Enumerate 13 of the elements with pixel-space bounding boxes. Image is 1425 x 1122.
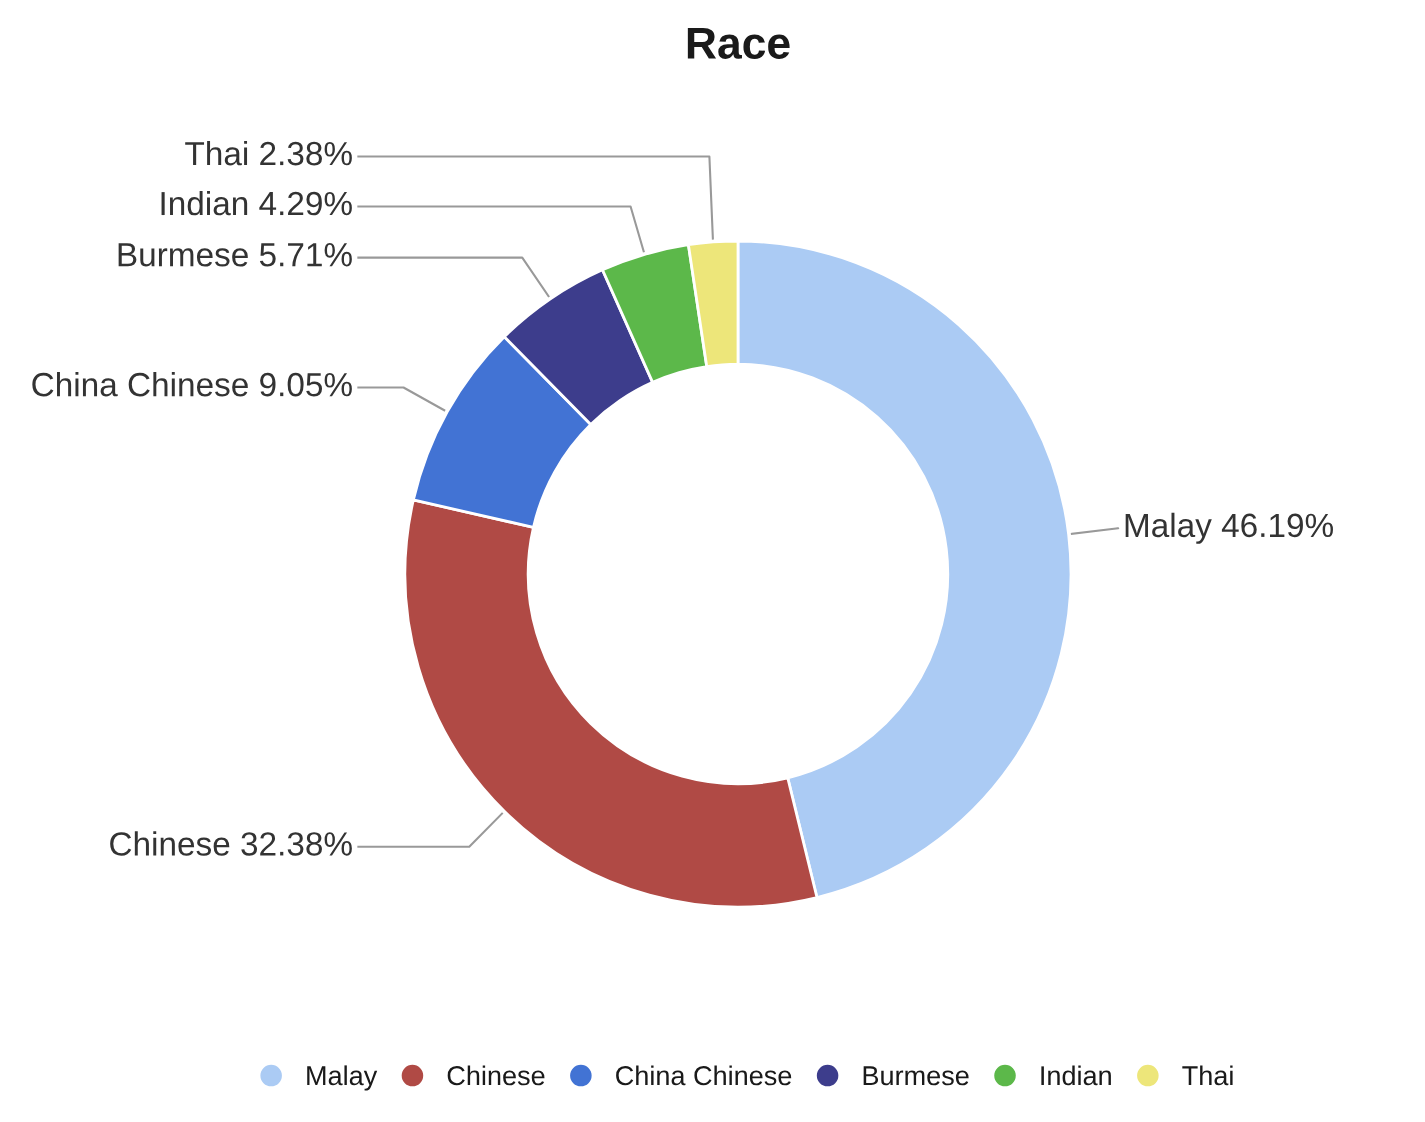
chart-title: Race (687, 27, 790, 59)
category-label: China Chinese 9.05% (32, 371, 352, 397)
category-label: Malay 46.19% (1125, 512, 1333, 544)
legend-label: Chinese (447, 1065, 545, 1086)
legend-label: Malay (307, 1065, 378, 1091)
category-label: Thai 2.38% (185, 140, 352, 166)
legend-label: China Chinese (616, 1065, 792, 1086)
category-label: Chinese 32.38% (110, 831, 352, 856)
legend-label: Thai (1182, 1065, 1233, 1086)
category-label: Indian 4.29% (161, 190, 352, 216)
legend-label: Burmese (863, 1066, 969, 1086)
category-label: Burmese 5.71% (118, 243, 352, 267)
legend-label: Indian (1041, 1065, 1111, 1086)
